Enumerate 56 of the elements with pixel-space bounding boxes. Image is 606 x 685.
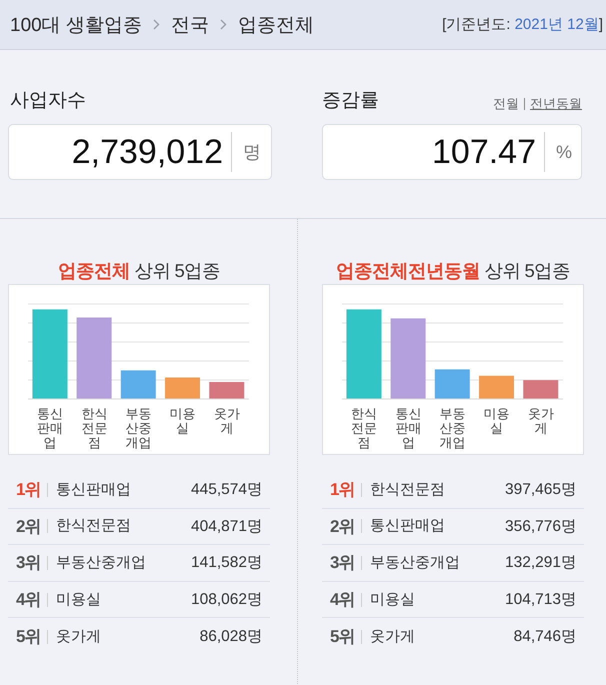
x-tick-label: 한식전문점	[81, 406, 108, 450]
text: 84,746명	[514, 627, 578, 648]
category-label: 옷가게	[370, 628, 415, 645]
text: [기준년도:	[442, 16, 510, 33]
text: 132,291명	[504, 553, 578, 574]
text: 전년동월	[524, 96, 582, 111]
x-tick-label: 통신판매업	[395, 406, 422, 450]
text: 141,582명	[190, 553, 264, 574]
text: 5위	[15, 626, 42, 648]
x-tick-label: 부동산중개업	[126, 406, 152, 450]
text: ]	[598, 16, 603, 33]
text: 5위	[329, 626, 356, 648]
category-label: 한식전문점	[56, 517, 131, 534]
text: 3위	[15, 552, 42, 574]
text: 명	[231, 132, 271, 172]
text: 2위	[329, 516, 356, 538]
text: 사업자수	[10, 89, 86, 113]
text: 86,028명	[200, 627, 264, 648]
text: 445,574명	[190, 480, 264, 500]
text: 2위	[15, 516, 42, 538]
text: 1위	[15, 479, 42, 502]
text: 397,465명	[504, 480, 578, 500]
text: 전국	[170, 14, 209, 38]
text: 100대 생활업종	[10, 14, 142, 38]
text: 전월	[493, 95, 520, 113]
x-tick-label: 미용실	[170, 406, 196, 436]
text: 108,062명	[190, 590, 264, 610]
category-label: 통신판매업	[56, 480, 131, 498]
category-label: 통신판매업	[370, 517, 445, 534]
x-tick-label: 미용실	[484, 406, 510, 436]
text: 107.47	[432, 132, 536, 172]
x-tick-label: 통신판매업	[37, 406, 64, 450]
text: 3위	[329, 552, 356, 574]
category-label: 미용실	[56, 590, 101, 608]
chart-title: 업종전체전년동월 상위 5업종	[336, 260, 570, 281]
category-label: 부동산중개업	[56, 554, 146, 571]
text: 2,739,012	[72, 132, 223, 172]
category-label: 미용실	[370, 590, 415, 608]
text: 1위	[329, 479, 356, 502]
text: 356,776명	[504, 516, 578, 537]
text: 4위	[329, 589, 356, 612]
x-tick-label: 한식전문점	[351, 406, 378, 450]
x-tick-label: 옷가게	[214, 406, 240, 436]
text: 2021년 12월	[514, 16, 599, 33]
text: 업종전체	[238, 14, 314, 38]
text: 증감률	[322, 89, 379, 113]
category-label: 한식전문점	[370, 480, 445, 498]
category-label: 부동산중개업	[370, 554, 460, 571]
text: 104,713명	[504, 590, 578, 610]
text: %	[544, 132, 581, 172]
text: 4위	[15, 589, 42, 612]
category-label: 옷가게	[56, 628, 101, 645]
chart-title: 업종전체 상위 5업종	[58, 260, 220, 281]
text: 404,871명	[190, 516, 264, 537]
x-tick-label: 부동산중개업	[440, 406, 466, 450]
x-tick-label: 옷가게	[528, 406, 554, 436]
